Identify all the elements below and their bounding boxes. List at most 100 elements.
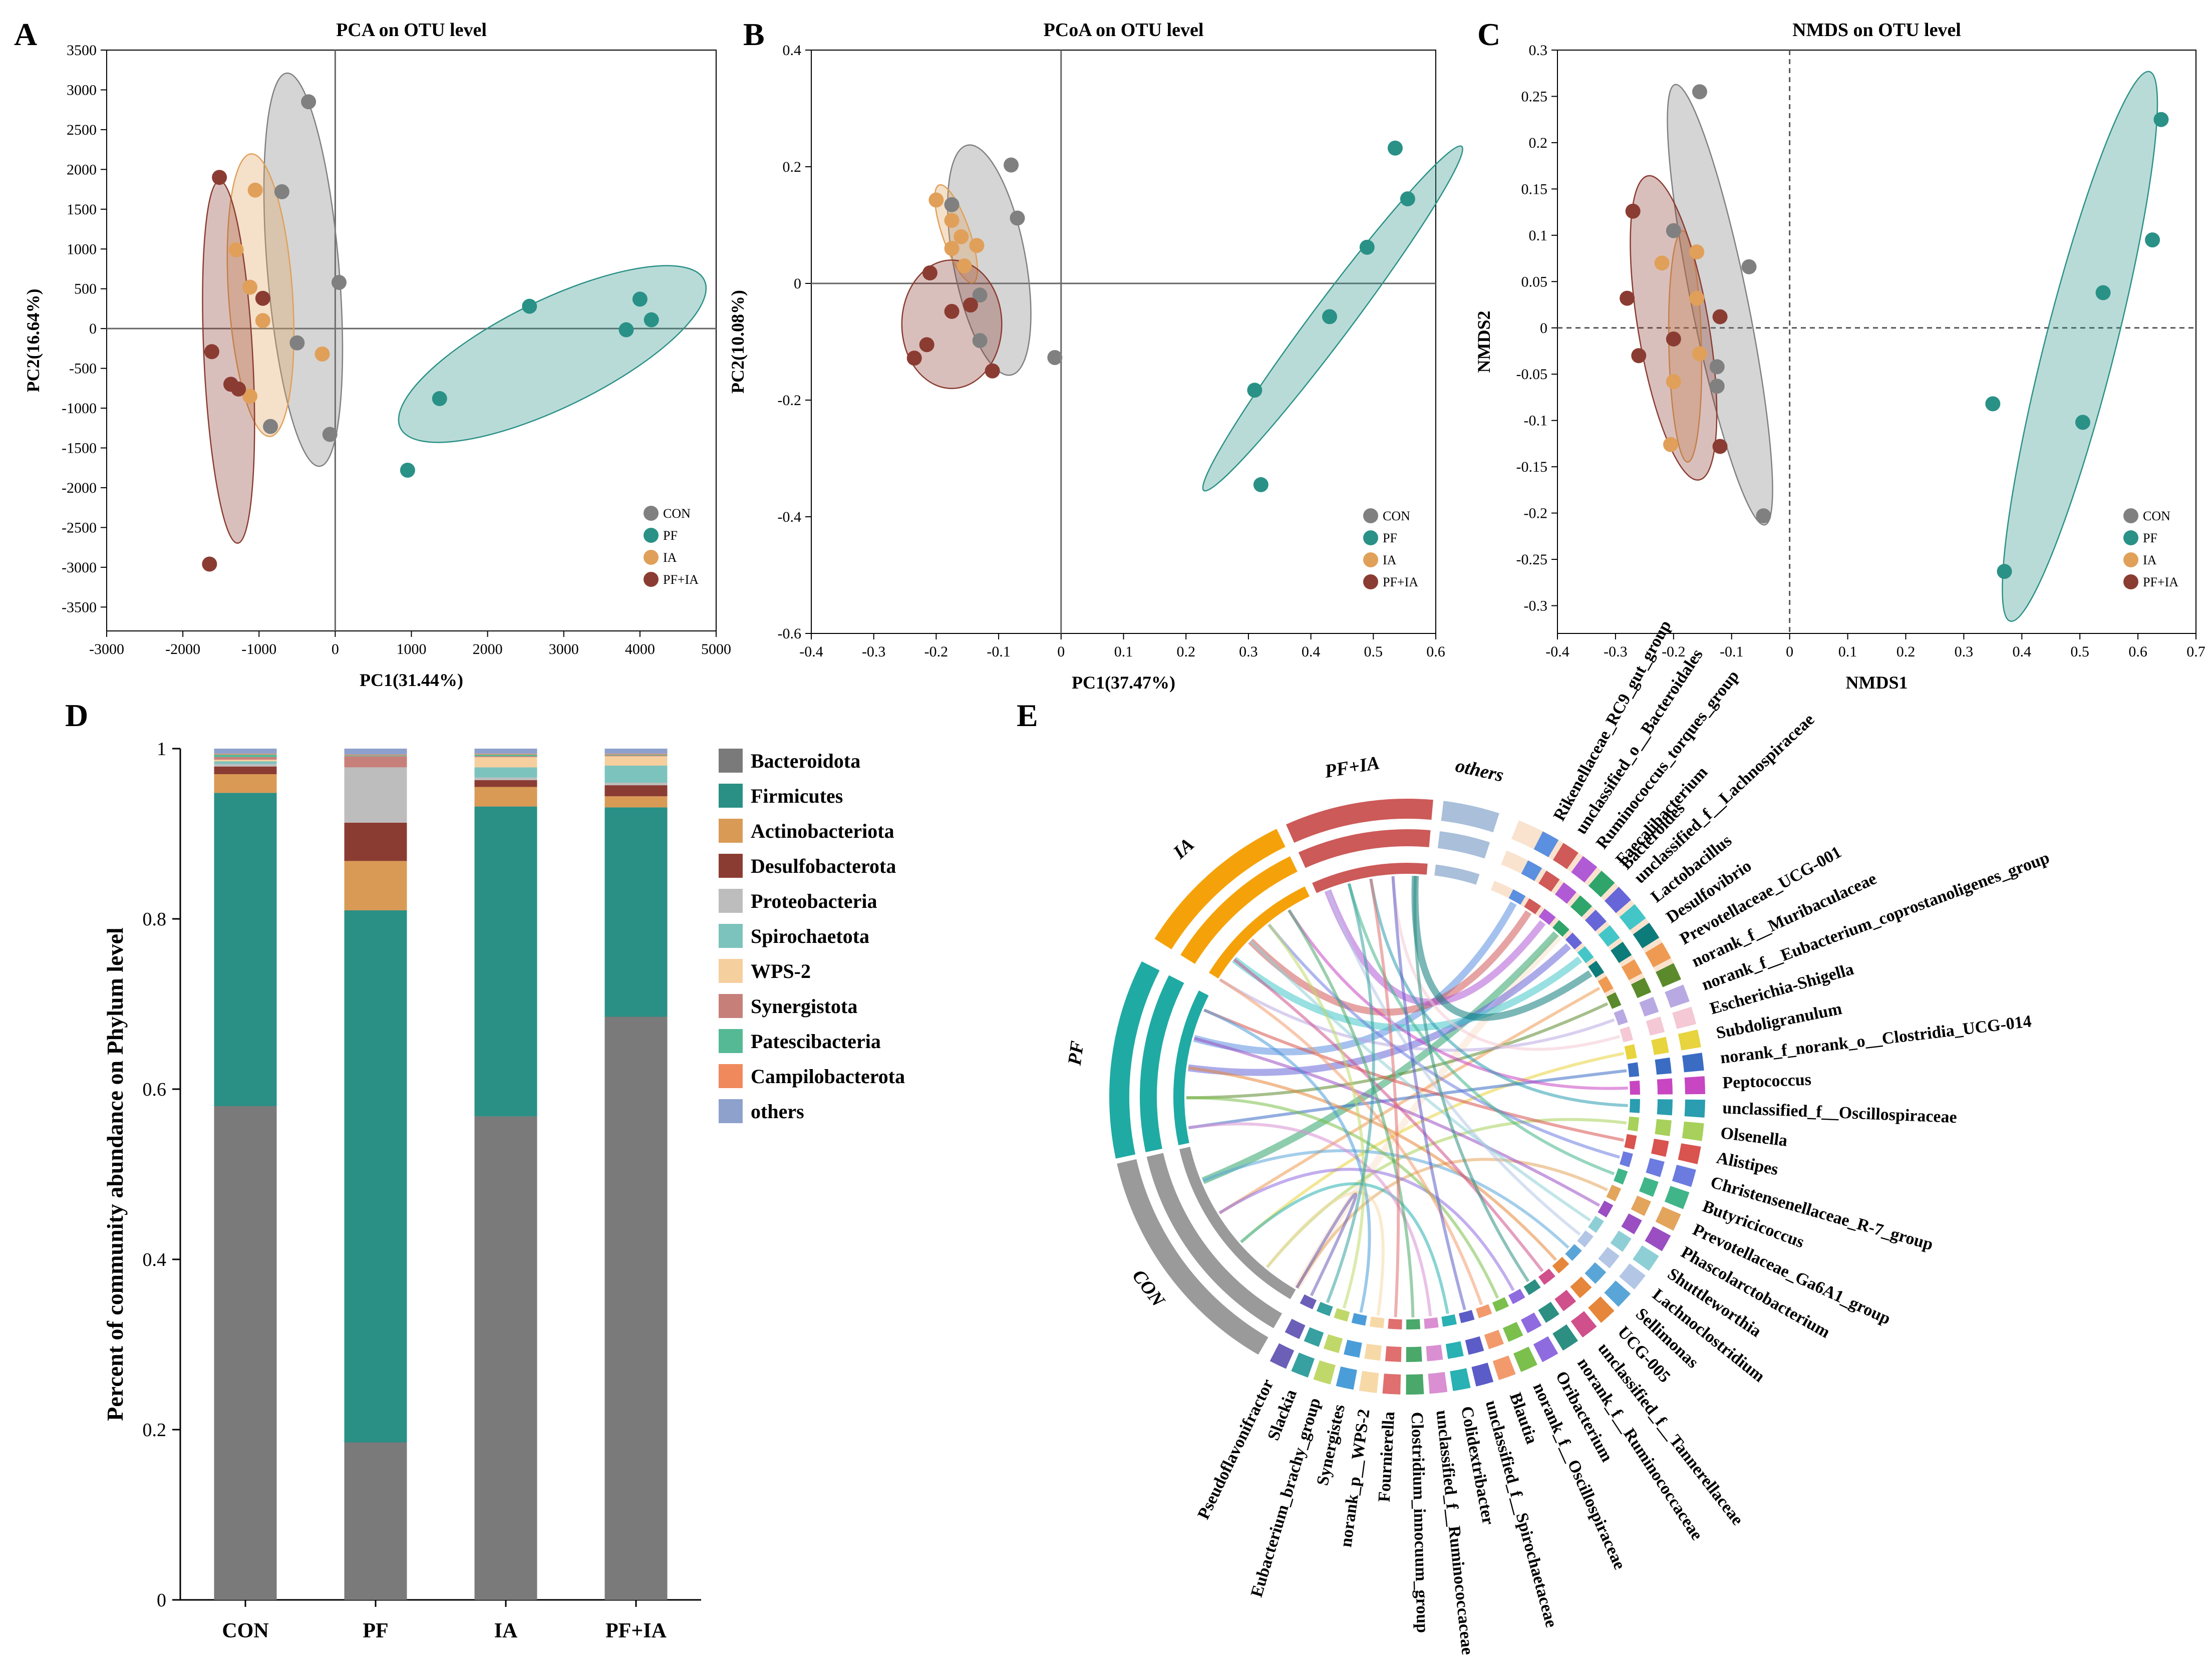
data-point-pf-ia-a: [202, 556, 217, 572]
genus-band-unclassified-f-lachnospiraceae: [1604, 886, 1631, 913]
chord-ribbon-synergistes: [1203, 1009, 1371, 1313]
genus-label-peptococcus: Peptococcus: [1722, 1071, 1812, 1093]
inner-group-arc-pf: [1173, 990, 1209, 1146]
y-tick-label-c: 0.1: [1529, 227, 1548, 244]
y-tick-label-c: -0.15: [1516, 459, 1548, 475]
inner-genus-arc-subdoligranulum: [1624, 1044, 1637, 1060]
y-tick-label-a: 0: [89, 320, 97, 337]
chord-ribbon-subdoligranulum: [1240, 1052, 1625, 1243]
data-point-pf-ia-a: [231, 381, 246, 397]
chord-ribbon-eubacterium-brachy-group: [1268, 923, 1366, 1309]
y-tick-label-a: -1000: [62, 400, 97, 417]
inner-genus-arc-faecalibacterium: [1552, 920, 1569, 937]
bar-segment-proteobacteria-con: [214, 764, 277, 767]
outer-genus-arc-rikenellaceae-rc9-gut-group: [1521, 860, 1542, 881]
inner-genus-arc-unclassified-f-tannerellaceae: [1538, 1268, 1555, 1285]
x-tick-label-c: -0.3: [1604, 643, 1628, 660]
y-axis-label-b: PC2(10.08%): [728, 290, 748, 394]
y-tick-label-a: 1000: [67, 241, 97, 257]
bar-segment-campilobacterota-pf: [344, 754, 407, 756]
group-label-ia: IA: [1169, 834, 1198, 863]
x-axis-label-a: PC1(31.44%): [360, 670, 463, 690]
outer-group-arc-ia: [1180, 856, 1298, 964]
bar-segment-actinobacteriota-ia: [474, 787, 537, 807]
inner-genus-arc-desulfovibrio: [1588, 960, 1605, 978]
data-point-pf-c: [2145, 232, 2160, 248]
data-point-pf-b: [1253, 477, 1269, 492]
confidence-ellipse-ia-c: [1668, 230, 1703, 463]
outer-genus-arc-escherichia-shigella: [1646, 1017, 1665, 1036]
y-axis-label-d: Percent of community abundance on Phylum…: [102, 927, 128, 1421]
genus-band-peptococcus: [1684, 1076, 1705, 1095]
x-tick-label-a: 1000: [397, 641, 427, 657]
x-tick-label-a: 0: [332, 641, 339, 657]
outer-genus-arc-unclassified-o-bacteroidales: [1538, 870, 1560, 892]
genus-band-fournierella: [1382, 1374, 1401, 1395]
outer-genus-arc-unclassified-f-oscillospiraceae: [1657, 1099, 1673, 1116]
legend-label-ia-c: IA: [2143, 553, 2157, 567]
y-tick-label-a: -2500: [62, 519, 97, 536]
group-band-others: [1441, 801, 1499, 833]
legend-marker-con-c: [2123, 508, 2138, 523]
y-axis-label-c: NMDS2: [1474, 311, 1494, 373]
data-point-con-a: [301, 94, 317, 110]
category-label-con: CON: [222, 1619, 268, 1642]
data-point-pf-ia-c: [1620, 290, 1635, 306]
genus-band-blautia: [1492, 1355, 1516, 1381]
bar-segment-synergistota-pf: [344, 756, 407, 768]
data-point-pf-ia-b: [985, 363, 1000, 379]
outer-genus-arc-faecalibacterium: [1570, 895, 1593, 917]
inner-genus-arc-oribacterium: [1508, 1288, 1525, 1304]
bar-segment-desulfobacterota-pf-ia: [604, 785, 668, 797]
chord-ribbon-lachnoclostridium: [1326, 890, 1581, 1236]
genus-label-olsenella: Olsenella: [1720, 1124, 1789, 1150]
chord-ribbon-unclassified-f-spirochaetaceae: [1391, 876, 1466, 1310]
bar-segment-firmicutes-con: [214, 793, 277, 1106]
data-point-ia-a: [228, 242, 244, 257]
genus-band-desulfovibrio: [1633, 922, 1660, 948]
bar-segment-campilobacterota-ia: [474, 754, 537, 755]
x-tick-label-b: 0: [1057, 643, 1065, 660]
y-tick-label-d: 1: [157, 739, 166, 760]
y-tick-label-b: 0.4: [783, 42, 802, 59]
y-tick-label-d: 0.8: [143, 909, 167, 930]
group-label-con: CON: [1128, 1266, 1169, 1311]
bar-segment-firmicutes-pf: [344, 910, 407, 1443]
bar-segment-actinobacteriota-con: [214, 774, 277, 793]
data-point-pf-ia-b: [944, 303, 960, 319]
y-tick-label-a: 500: [74, 281, 97, 297]
bar-segment-patescibacteria-con: [214, 754, 277, 757]
data-point-pf-ia-c: [1666, 331, 1681, 347]
data-point-con-a: [322, 427, 338, 442]
outer-genus-arc-clostridium-innocuum-group: [1406, 1347, 1422, 1362]
legend-swatch-others: [719, 1099, 743, 1123]
inner-genus-arc-norank-f-norank-o-clostridia-ucg-014: [1628, 1062, 1640, 1077]
data-point-ia-a: [255, 313, 270, 328]
bar-segment-synergistota-con: [214, 757, 277, 760]
chord-ribbon-desulfovibrio: [1411, 876, 1593, 1021]
data-point-pf-ia-a: [255, 290, 270, 306]
legend-label-wps-2: WPS-2: [751, 960, 811, 982]
genus-band-norank-f-ruminococcaceae: [1552, 1324, 1578, 1351]
legend-label-actinobacteriota: Actinobacteriota: [751, 820, 894, 842]
bar-segment-patescibacteria-pf: [344, 755, 407, 757]
genus-band-norank-p-wps-2: [1359, 1371, 1379, 1393]
x-tick-label-c: 0.6: [2128, 643, 2147, 660]
bar-segment-proteobacteria-pf-ia: [604, 783, 668, 786]
group-label-pf-ia: PF+IA: [1323, 752, 1381, 782]
bar-segment-proteobacteria-pf: [344, 767, 407, 823]
y-tick-label-b: -0.4: [778, 509, 802, 525]
inner-group-arc-ia: [1208, 886, 1310, 979]
genus-band-escherichia-shigella: [1672, 1006, 1697, 1029]
x-tick-label-b: 0.4: [1302, 643, 1321, 660]
bar-segment-proteobacteria-ia: [474, 777, 537, 780]
data-point-pf-a: [644, 312, 659, 327]
data-point-ia-b: [944, 213, 960, 228]
genus-band-faecalibacterium: [1588, 870, 1615, 897]
chord-ribbon-oribacterium: [1218, 1168, 1515, 1291]
chord-ribbon-norank-f-muribaculaceae: [1186, 1002, 1609, 1100]
inner-genus-arc-olsenella: [1628, 1116, 1640, 1132]
data-point-pf-b: [1359, 239, 1375, 255]
inner-genus-arc-norank-f-ruminococcaceae: [1523, 1279, 1541, 1295]
inner-genus-arc-sellimonas: [1565, 1244, 1582, 1261]
